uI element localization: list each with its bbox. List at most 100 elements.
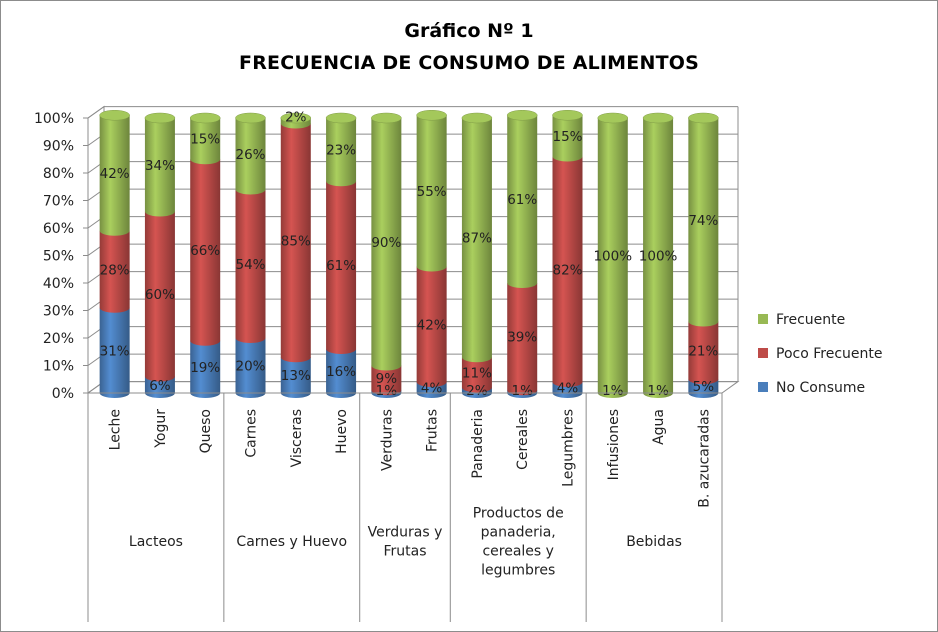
data-label: 87% bbox=[462, 231, 492, 247]
data-label: 55% bbox=[417, 184, 447, 200]
bar-segment-poco-frecuente bbox=[371, 365, 402, 396]
data-label: 100% bbox=[593, 249, 632, 265]
bar-segment-poco-frecuente bbox=[507, 283, 538, 396]
gridline bbox=[87, 133, 738, 146]
data-label: 15% bbox=[190, 132, 220, 148]
y-tick-label: 60% bbox=[43, 221, 74, 237]
category-label: Verduras bbox=[379, 409, 395, 471]
gridline bbox=[87, 106, 738, 119]
data-label: 4% bbox=[557, 381, 579, 397]
category-label: Frutas bbox=[425, 409, 441, 452]
gridline bbox=[87, 216, 738, 229]
y-tick-label: 0% bbox=[52, 386, 74, 402]
data-label: 2% bbox=[285, 110, 307, 126]
chart-title: Gráfico Nº 1 bbox=[404, 20, 534, 42]
bar-segment-poco-frecuente bbox=[688, 321, 719, 385]
data-label: 42% bbox=[100, 166, 130, 182]
data-label: 23% bbox=[326, 143, 356, 159]
data-label: 74% bbox=[688, 213, 718, 229]
data-label: 90% bbox=[371, 235, 401, 251]
bar-cap bbox=[552, 110, 583, 121]
data-label: 54% bbox=[235, 257, 265, 273]
bar-cap bbox=[506, 110, 538, 121]
data-label: 82% bbox=[552, 262, 582, 278]
data-label: 60% bbox=[145, 287, 175, 303]
bar-segment-poco-frecuente bbox=[552, 156, 583, 387]
bar-segment-frecuente bbox=[597, 118, 628, 398]
data-label: 9% bbox=[376, 371, 398, 387]
bar-stack bbox=[416, 110, 447, 398]
bar-stack bbox=[280, 112, 312, 398]
bar-stack bbox=[235, 112, 266, 398]
bar-segment-poco-frecuente bbox=[99, 230, 130, 313]
bar-cap bbox=[688, 112, 719, 124]
bar-stack bbox=[506, 110, 538, 398]
bar-segment-frecuente bbox=[552, 115, 583, 162]
legend-swatch bbox=[758, 382, 768, 392]
gridline bbox=[87, 271, 738, 284]
bar-cap bbox=[416, 110, 447, 121]
bar-stack bbox=[99, 110, 130, 398]
data-label: 31% bbox=[100, 343, 130, 359]
bar-cap bbox=[325, 112, 357, 124]
category-label: Yogur bbox=[153, 409, 169, 449]
bar-cap bbox=[280, 112, 312, 124]
bar-stack bbox=[597, 112, 629, 398]
bars bbox=[99, 110, 719, 398]
bar-segment-poco-frecuente bbox=[461, 357, 492, 393]
bar-segment-frecuente bbox=[688, 118, 719, 327]
bar-segment-no-consume bbox=[326, 349, 357, 398]
y-tick-label: 70% bbox=[43, 194, 74, 210]
group-label: Bebidas bbox=[626, 534, 682, 550]
bar-stack bbox=[144, 112, 176, 398]
bar-segment-poco-frecuente bbox=[326, 181, 357, 354]
bar-segment-frecuente bbox=[144, 118, 175, 217]
bar-stack bbox=[325, 112, 357, 398]
bar-segment-frecuente bbox=[371, 118, 402, 371]
data-label: 5% bbox=[693, 379, 715, 395]
bar-segment-poco-frecuente bbox=[235, 189, 266, 343]
data-label: 85% bbox=[281, 233, 311, 249]
category-label: Panaderia bbox=[470, 409, 486, 479]
bar-cap bbox=[235, 112, 266, 124]
y-tick-label: 50% bbox=[43, 249, 74, 265]
y-axis-ticks: 0% 10% 20% 30% 40% 50% 60% 70% 80% 90% 100% bbox=[34, 111, 89, 402]
data-label: 11% bbox=[462, 365, 492, 381]
bar-cap bbox=[642, 112, 674, 124]
bar-segment-frecuente bbox=[461, 118, 492, 363]
chart-subtitle: FRECUENCIA DE CONSUMO DE ALIMENTOS bbox=[239, 52, 699, 74]
gridline bbox=[87, 326, 738, 339]
bar-segment-no-consume bbox=[190, 340, 221, 398]
legend-label: Poco Frecuente bbox=[776, 346, 882, 362]
bar-segment-frecuente bbox=[190, 118, 221, 165]
legend-swatch bbox=[758, 348, 768, 358]
bar-segment-frecuente bbox=[99, 115, 130, 236]
category-label: Cereales bbox=[515, 409, 531, 470]
bar-cap bbox=[461, 112, 493, 124]
bar-segment-poco-frecuente bbox=[416, 266, 447, 387]
data-label: 19% bbox=[190, 360, 220, 376]
y-tick-label: 100% bbox=[34, 111, 74, 127]
bar-segment-frecuente bbox=[507, 115, 538, 288]
data-label: 1% bbox=[602, 383, 624, 399]
bar-stack bbox=[461, 112, 493, 398]
bar-stack bbox=[189, 112, 221, 398]
bar-stack bbox=[552, 110, 583, 398]
floor bbox=[86, 381, 740, 394]
bar-segment-poco-frecuente bbox=[144, 211, 175, 382]
group-label: Lacteos bbox=[129, 534, 183, 550]
bar-stack bbox=[371, 112, 402, 398]
group-label: Carnes y Huevo bbox=[236, 534, 347, 550]
category-label: Agua bbox=[651, 409, 667, 445]
y-tick-label: 80% bbox=[43, 166, 74, 182]
group-label: Verduras y Frutas bbox=[368, 525, 443, 560]
data-label: 100% bbox=[639, 249, 678, 265]
data-label: 28% bbox=[100, 262, 130, 278]
data-label: 1% bbox=[376, 383, 398, 399]
bar-cap bbox=[597, 112, 629, 124]
data-label: 66% bbox=[190, 243, 220, 259]
y-tick-label: 20% bbox=[43, 331, 74, 347]
bar-segment-frecuente bbox=[416, 115, 447, 272]
bar-segment-frecuente bbox=[326, 118, 357, 187]
data-label: 1% bbox=[647, 383, 669, 399]
